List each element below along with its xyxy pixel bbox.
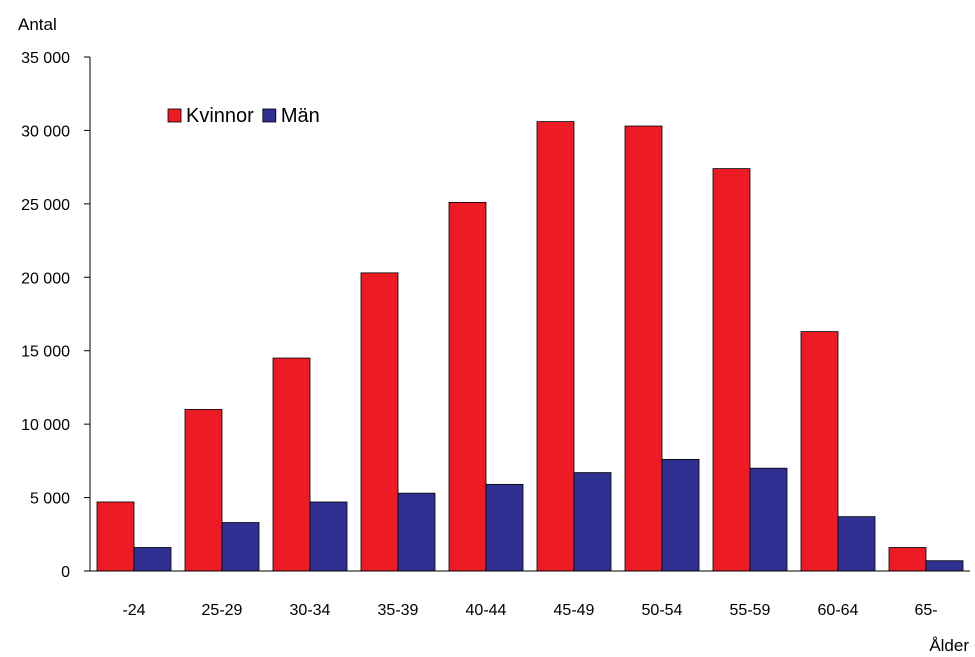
y-tick-label: 5 000 xyxy=(30,491,70,508)
x-tick-label: -24 xyxy=(122,602,145,619)
bar-mn-6064 xyxy=(837,516,876,572)
y-axis-title: Antal xyxy=(18,15,57,34)
x-tick-label: 40-44 xyxy=(466,602,507,619)
bar-mn-3034 xyxy=(309,501,348,572)
y-tick-label: 25 000 xyxy=(21,197,70,214)
bar-mn-4044 xyxy=(485,483,524,572)
bar-kvinnor-3539 xyxy=(360,272,399,572)
bar-kvinnor-3034 xyxy=(272,357,311,572)
y-tick-label: 10 000 xyxy=(21,417,70,434)
bar-mn-3539 xyxy=(397,492,436,572)
x-tick-label: 55-59 xyxy=(730,602,771,619)
y-tick-label: 0 xyxy=(61,564,70,581)
bar-kvinnor-5559 xyxy=(712,168,751,572)
y-tick-label: 15 000 xyxy=(21,344,70,361)
y-tick-label: 30 000 xyxy=(21,123,70,140)
bar-mn-2529 xyxy=(221,522,260,572)
x-tick-label: 35-39 xyxy=(378,602,419,619)
x-tick-label: 45-49 xyxy=(554,602,595,619)
bar-mn-24 xyxy=(133,547,172,572)
bar-kvinnor-4549 xyxy=(536,121,575,572)
legend-swatch xyxy=(262,108,277,123)
bar-kvinnor-4044 xyxy=(448,201,487,572)
x-axis-title: Ålder xyxy=(929,636,969,655)
bar-kvinnor-6064 xyxy=(800,331,839,572)
bar-mn-65 xyxy=(925,560,964,572)
bar-mn-5559 xyxy=(749,467,788,572)
x-tick-label: 25-29 xyxy=(202,602,243,619)
bar-mn-4549 xyxy=(573,472,612,572)
bar-kvinnor-65 xyxy=(888,547,927,572)
legend: Kvinnor Män xyxy=(167,105,320,127)
x-tick-label: 30-34 xyxy=(290,602,331,619)
bars xyxy=(96,121,964,572)
x-axis: -24 25-29 30-34 35-39 40-44 45-49 50-54 55-59 60… xyxy=(90,570,970,619)
x-tick-label: 50-54 xyxy=(642,602,683,619)
y-tick-label: 20 000 xyxy=(21,270,70,287)
bar-mn-5054 xyxy=(661,458,700,572)
y-tick-label: 35 000 xyxy=(21,50,70,67)
x-tick-label: 65- xyxy=(914,602,937,619)
legend-label: Män xyxy=(281,105,320,127)
x-tick-label: 60-64 xyxy=(818,602,859,619)
legend-swatch xyxy=(167,108,182,123)
bar-kvinnor-5054 xyxy=(624,125,663,572)
y-axis: 0 5 000 10 000 15 000 20 000 25 000 30 000 35 0… xyxy=(21,50,91,581)
legend-label: Kvinnor xyxy=(186,105,254,127)
bar-kvinnor-2529 xyxy=(184,409,223,572)
bar-kvinnor-24 xyxy=(96,501,135,572)
